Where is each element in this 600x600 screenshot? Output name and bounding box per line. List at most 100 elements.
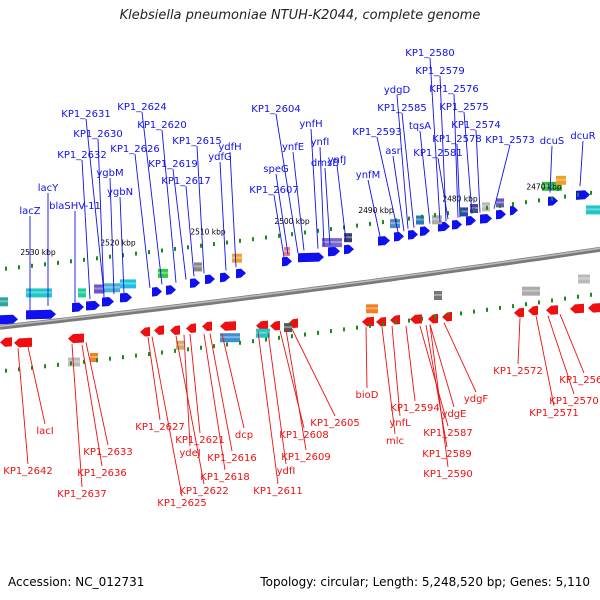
reverse-leader-line — [405, 325, 416, 402]
reverse-leader-line — [203, 334, 226, 471]
forward-gene-arrow — [220, 272, 230, 283]
reverse-gene-label: KP1_2569 — [559, 375, 600, 386]
feature-block-shade — [68, 360, 80, 363]
forward-gene-label: speG — [263, 164, 288, 175]
reverse-gene-arrow — [390, 315, 400, 325]
feature-block — [256, 328, 270, 338]
reverse-leader-line — [425, 325, 448, 448]
tick-mark — [473, 207, 475, 212]
feature-block — [556, 175, 566, 185]
scale-label: 2500 kbp — [274, 217, 310, 226]
reverse-gene-label: KP1_2616 — [207, 453, 256, 464]
feature-block-shade — [432, 218, 442, 221]
tick-mark — [317, 330, 319, 335]
accession-text: Accession: NC_012731 — [8, 575, 145, 589]
reverse-leader-line — [381, 327, 396, 435]
forward-gene-arrow — [86, 300, 100, 311]
forward-leader-line — [324, 167, 331, 246]
tick-mark — [382, 322, 384, 327]
feature-block — [496, 198, 504, 208]
forward-leader-line — [401, 112, 415, 228]
reverse-leader-line — [391, 325, 401, 417]
tick-mark — [356, 223, 358, 228]
forward-gene-arrow — [72, 302, 84, 313]
feature-block-shade — [522, 289, 540, 292]
tick-mark — [291, 334, 293, 339]
reverse-gene-arrow — [0, 337, 12, 347]
feature-block-shade — [94, 287, 104, 290]
forward-gene-label: ynfM — [356, 170, 380, 181]
forward-gene-label: KP1_2630 — [73, 129, 122, 140]
forward-leader-line — [310, 128, 319, 249]
forward-gene-arrow — [548, 196, 558, 206]
tick-mark — [486, 205, 488, 210]
tick-mark — [278, 233, 280, 238]
forward-gene-arrow — [120, 292, 132, 303]
reverse-gene-label: ynfL — [389, 418, 411, 429]
feature-block-shade — [284, 250, 290, 253]
reverse-gene-label: KP1_2590 — [423, 469, 472, 480]
scale-labels: 2530 kbp 2520 kbp 2510 kbp 2500 kbp 2490 kbp… — [20, 183, 562, 258]
forward-gene-label: KP1_2617 — [161, 176, 210, 187]
reverse-gene-arrow — [410, 314, 422, 324]
tick-mark — [577, 294, 579, 299]
feature-block — [416, 215, 424, 225]
reverse-gene-label: lacI — [36, 426, 53, 437]
forward-gene-label: dmsB — [311, 158, 339, 169]
feature-block-shade — [256, 331, 270, 334]
feature-block — [522, 286, 540, 296]
tick-mark — [265, 235, 267, 240]
feature-block-shade — [0, 300, 8, 303]
tick-mark — [174, 246, 176, 251]
forward-gene-label: ydfH — [218, 142, 241, 153]
forward-gene-label: KP1_2615 — [172, 136, 221, 147]
tick-mark — [408, 216, 410, 221]
tick-mark — [200, 243, 202, 248]
tick-mark — [213, 242, 215, 247]
forward-gene-label: dcuR — [570, 131, 595, 142]
forward-gene-label: KP1_2607 — [249, 185, 298, 196]
reverse-leader-line — [443, 322, 477, 393]
feature-block — [284, 247, 290, 257]
reverse-gene-label: KP1_2594 — [390, 403, 439, 414]
forward-gene-label: KP1_2593 — [352, 127, 401, 138]
tick-mark — [148, 352, 150, 357]
reverse-gene-arrow — [220, 321, 236, 331]
reverse-gene-label: KP1_2609 — [281, 452, 330, 463]
feature-block — [194, 262, 202, 272]
tick-mark — [239, 238, 241, 243]
feature-block — [578, 274, 590, 284]
tick-mark — [499, 305, 501, 310]
feature-block — [344, 233, 352, 243]
feature-block-shade — [460, 210, 468, 213]
feature-block-shade — [158, 271, 168, 274]
forward-leader-line — [119, 196, 125, 294]
forward-leader-line — [292, 151, 305, 251]
tick-mark — [330, 329, 332, 334]
tick-mark — [161, 350, 163, 355]
tick-mark — [135, 353, 137, 358]
tick-mark — [460, 311, 462, 316]
reverse-gene-label: KP1_2636 — [77, 468, 126, 479]
reverse-gene-label: KP1_2571 — [529, 408, 578, 419]
tick-mark — [83, 257, 85, 262]
feature-block — [26, 288, 52, 298]
tick-mark — [538, 300, 540, 305]
feature-block — [390, 219, 400, 229]
forward-gene-label: KP1_2575 — [439, 102, 488, 113]
tick-mark — [473, 309, 475, 314]
feature-block — [78, 288, 86, 298]
tick-mark — [395, 320, 397, 325]
forward-gene-arrow — [480, 214, 492, 224]
reverse-leader-line — [17, 348, 29, 465]
scale-label: 2520 kbp — [100, 239, 136, 248]
reverse-gene-arrow — [514, 307, 524, 318]
tick-mark — [96, 358, 98, 363]
forward-leader-line — [161, 129, 177, 283]
forward-gene-arrow — [190, 278, 200, 288]
feature-block — [0, 297, 8, 307]
feature-block-shade — [322, 241, 342, 244]
topology-text: Topology: circular; Length: 5,248,520 bp… — [260, 575, 590, 589]
forward-gene-arrow — [378, 236, 390, 246]
tick-mark — [226, 342, 228, 347]
